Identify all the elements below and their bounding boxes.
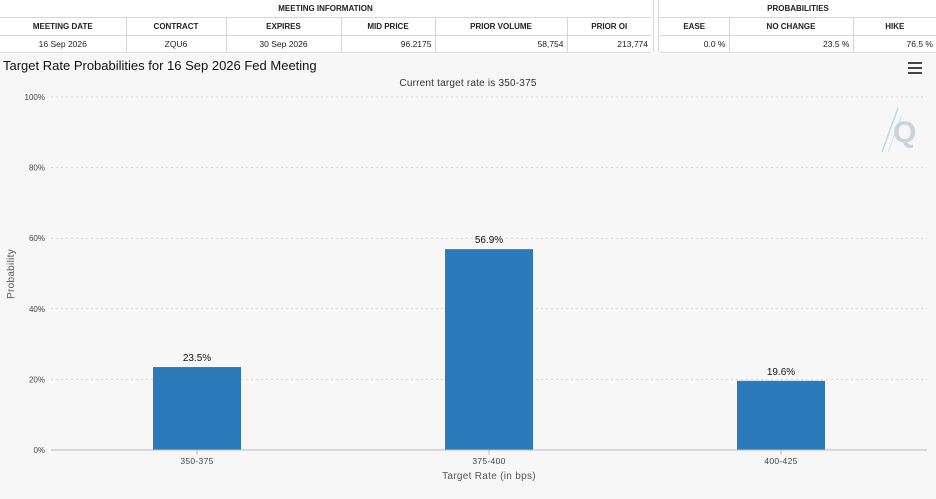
table-divider xyxy=(653,0,659,52)
hike-header: HIKE xyxy=(853,17,936,36)
probabilities-row: 0.0 % 23.5 % 76.5 % xyxy=(660,35,936,53)
y-tick-label: 80% xyxy=(29,164,45,173)
y-tick-label: 60% xyxy=(29,234,45,243)
meeting-information-title: MEETING INFORMATION xyxy=(0,0,652,18)
data-labels: 23.5% 56.9% 19.6% xyxy=(183,235,795,378)
expires-value: 30 Sep 2026 xyxy=(226,35,342,53)
chart-subtitle: Current target rate is 350-375 xyxy=(399,78,537,89)
prior-volume-header: PRIOR VOLUME xyxy=(435,17,568,36)
bar-400-425[interactable] xyxy=(737,380,825,450)
svg-text:Q: Q xyxy=(893,116,916,149)
meeting-date-header: MEETING DATE xyxy=(0,17,127,36)
data-label: 19.6% xyxy=(767,367,795,378)
bar-350-375[interactable] xyxy=(153,367,241,450)
contract-value: ZQU6 xyxy=(126,35,227,53)
q-logo-icon: Q xyxy=(881,107,916,153)
x-tick-label: 375-400 xyxy=(472,456,505,466)
x-axis-title: Target Rate (in bps) xyxy=(442,471,536,482)
data-label: 23.5% xyxy=(183,353,211,364)
probabilities-table: PROBABILITIES EASE NO CHANGE HIKE 0.0 % … xyxy=(660,0,936,53)
y-tick-label: 40% xyxy=(29,305,45,314)
x-tick-label: 400-425 xyxy=(764,456,797,466)
expires-header: EXPIRES xyxy=(226,17,342,36)
y-tick-label: 100% xyxy=(25,93,45,102)
y-tick-label: 20% xyxy=(29,375,45,384)
probabilities-title: PROBABILITIES xyxy=(660,0,936,18)
mid-price-value: 96.2175 xyxy=(341,35,436,53)
ease-value: 0.0 % xyxy=(660,35,730,53)
meeting-row: 16 Sep 2026 ZQU6 30 Sep 2026 96.2175 58,… xyxy=(0,35,652,53)
prior-oi-value: 213,774 xyxy=(567,35,652,53)
meeting-information-table: MEETING INFORMATION MEETING DATE CONTRAC… xyxy=(0,0,652,53)
data-label: 56.9% xyxy=(475,235,503,246)
bar-375-400[interactable] xyxy=(445,249,533,450)
ease-header: EASE xyxy=(660,17,730,36)
prior-oi-header: PRIOR OI xyxy=(567,17,652,36)
hamburger-menu-icon[interactable] xyxy=(908,62,922,74)
meeting-date-value: 16 Sep 2026 xyxy=(0,35,127,53)
chart-title: Target Rate Probabilities for 16 Sep 202… xyxy=(3,58,317,73)
contract-header: CONTRACT xyxy=(126,17,227,36)
bars xyxy=(153,249,825,450)
y-tick-label: 0% xyxy=(33,446,45,455)
prior-volume-value: 58,754 xyxy=(435,35,568,53)
x-tick-label: 350-375 xyxy=(180,456,213,466)
mid-price-header: MID PRICE xyxy=(341,17,436,36)
x-axis-ticks: 350-375 375-400 400-425 xyxy=(180,450,797,466)
no-change-header: NO CHANGE xyxy=(729,17,854,36)
no-change-value: 23.5 % xyxy=(729,35,854,53)
hike-value: 76.5 % xyxy=(853,35,936,53)
y-axis-ticks: 0% 20% 40% 60% 80% 100% xyxy=(25,93,45,455)
y-axis-title: Probability xyxy=(6,249,17,299)
